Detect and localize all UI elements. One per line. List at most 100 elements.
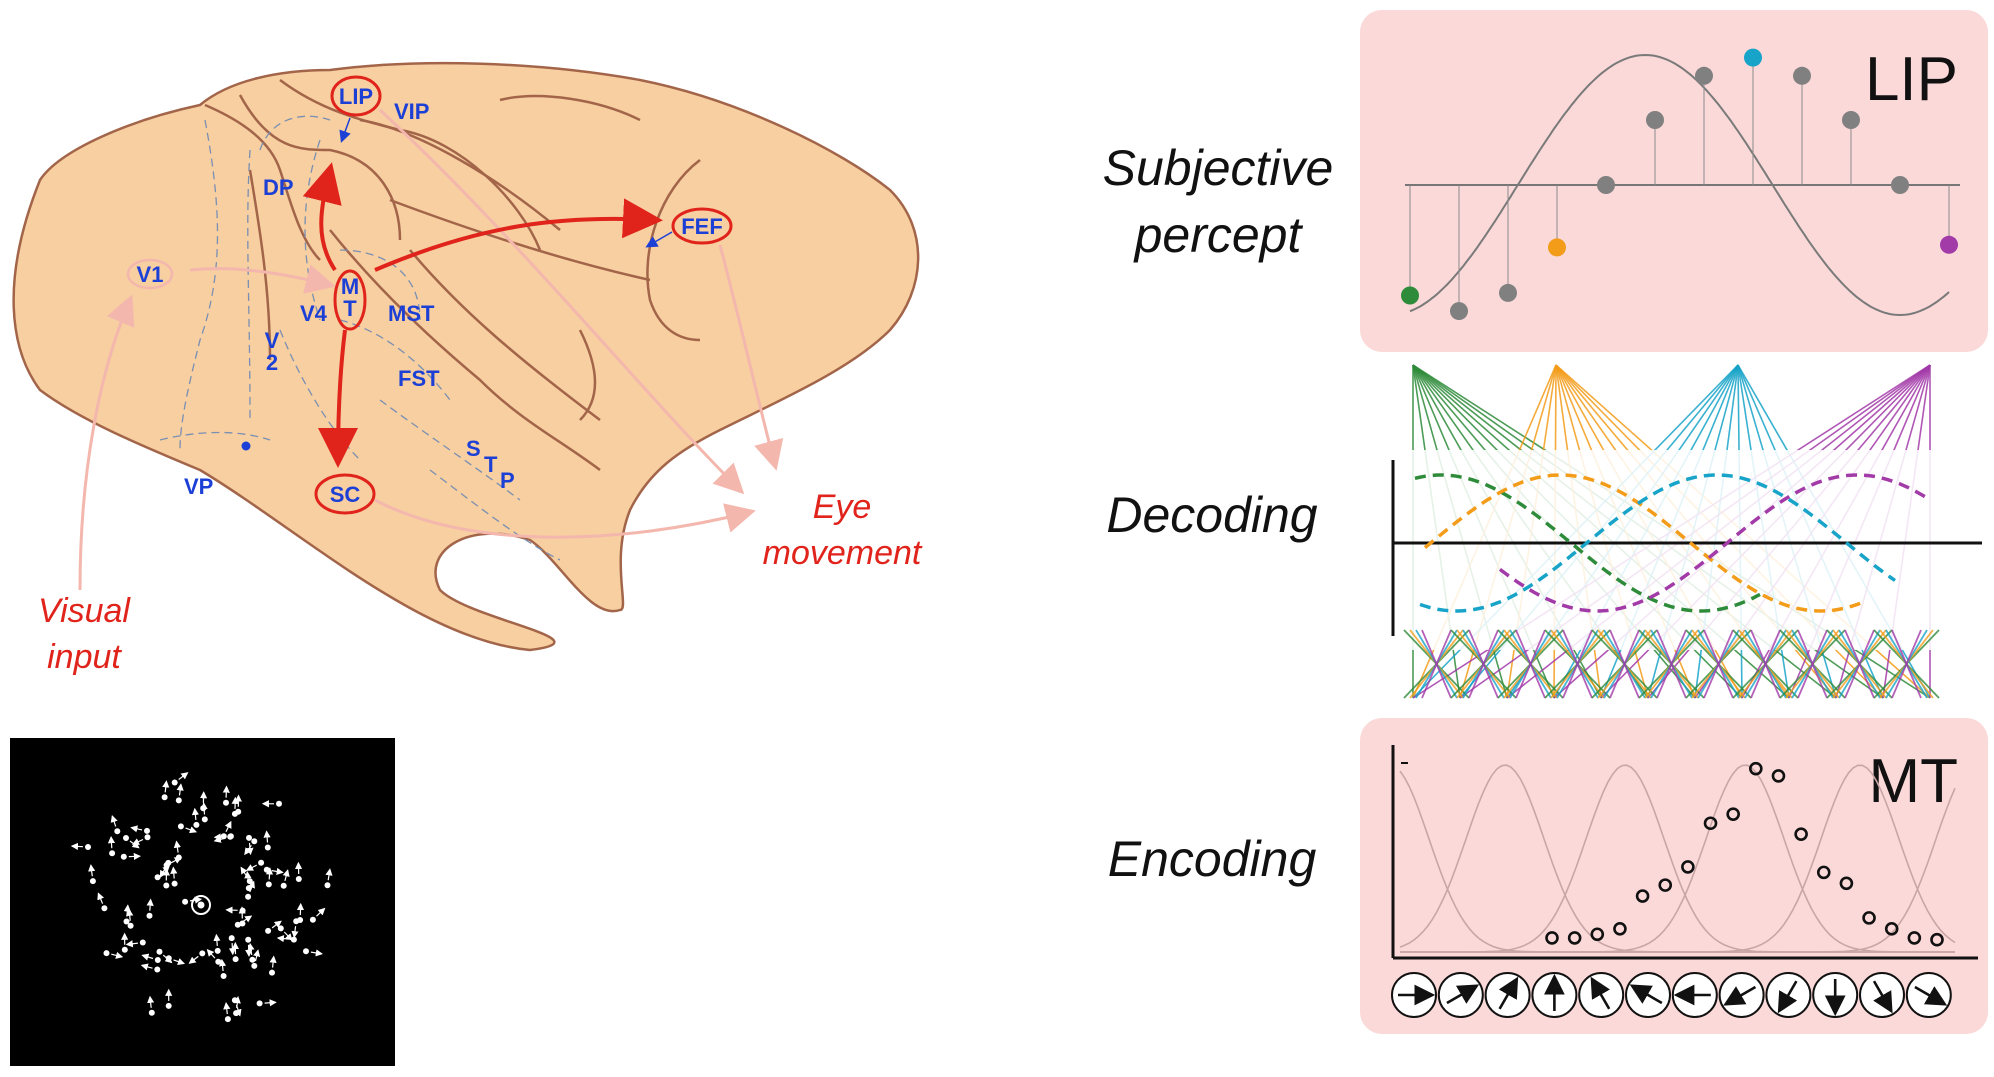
eye-movement-label-line2: movement: [763, 534, 923, 572]
mt-response-point: [1816, 865, 1831, 880]
area-label-v4: V4: [300, 301, 328, 326]
lip-blue-arrow: [339, 117, 351, 143]
dot: [220, 833, 227, 840]
mt-to-lip-arrow: [302, 162, 342, 272]
area-label-dp: DP: [263, 175, 294, 200]
dot: [228, 935, 235, 942]
lip-neuron-point: [1842, 111, 1860, 129]
dot: [114, 828, 121, 835]
decoding-weight-curve: [1423, 473, 1866, 613]
moving-dots: [70, 772, 333, 1023]
lip-panel: [1360, 10, 1988, 352]
dot-motion-arrow: [213, 933, 221, 946]
mt-title: MT: [1868, 747, 1958, 816]
dot: [201, 816, 208, 823]
lip-neuron-point: [1940, 235, 1958, 254]
dot-motion-arrow: [129, 840, 140, 849]
dot: [224, 1016, 231, 1023]
area-label-fst: FST: [398, 366, 440, 391]
dot: [121, 946, 128, 953]
mt-response-point: [1613, 921, 1627, 936]
decoder-zigzag-line: [1515, 629, 1546, 699]
dot: [120, 853, 127, 860]
fixation-ring: [191, 895, 211, 915]
direction-arrow: [1629, 984, 1663, 1005]
dot: [251, 962, 258, 969]
dot-motion-arrow: [176, 783, 184, 796]
direction-arrow: [1723, 985, 1757, 1006]
dot-motion-arrow: [170, 866, 178, 879]
dot: [223, 799, 229, 806]
area-label-mst: MST: [388, 301, 435, 326]
dot-motion-arrow: [223, 1002, 231, 1015]
decoding-weight-curves: [1414, 473, 1931, 613]
mt-tuning-plot: [1399, 761, 1956, 953]
dot-motion-arrow: [125, 940, 138, 948]
dot: [89, 878, 96, 885]
dot: [263, 866, 270, 873]
area-label-fef: FEF: [681, 214, 723, 239]
direction-icons: [1391, 972, 1952, 1018]
decoder-zigzag-line: [1703, 629, 1734, 699]
mt-response-point: [1545, 931, 1559, 945]
mt-to-fef-arrow: [374, 198, 663, 272]
dot-motion-arrow: [190, 896, 203, 904]
lip-neuron-point: [1695, 66, 1713, 85]
dot-motion-arrow: [110, 814, 118, 827]
dot: [235, 808, 242, 815]
dot: [239, 920, 246, 927]
dot: [258, 859, 265, 866]
dot: [277, 925, 284, 932]
dot-motion-arrow: [271, 867, 284, 875]
dot-motion-stimulus: [10, 738, 395, 1066]
area-label-mt-t: T: [343, 296, 357, 321]
subjective-percept-label-line1: Subjective: [1103, 140, 1334, 196]
decoding-weight-curve: [1419, 473, 1897, 613]
dot-motion-arrow: [240, 866, 248, 878]
dot-motion-arrow: [291, 926, 299, 939]
vp-dot: [241, 441, 251, 451]
area-label-sc: SC: [330, 482, 361, 507]
mt-response-point: [1930, 932, 1944, 947]
dot: [251, 838, 258, 845]
lip-oval: [330, 75, 382, 117]
dot-motion-arrow: [246, 842, 254, 856]
dot-motion-arrow: [271, 920, 282, 929]
dot: [146, 912, 153, 919]
dot-motion-arrow: [224, 820, 232, 833]
mt-response-point: [1703, 816, 1718, 831]
dot-motion-arrow: [178, 772, 189, 780]
dot-motion-arrow: [162, 954, 173, 964]
dot: [182, 898, 189, 905]
dot-motion-arrow: [141, 953, 154, 961]
dot-motion-arrow: [188, 955, 199, 964]
dot-motion-arrow: [173, 958, 186, 965]
dot: [214, 947, 221, 954]
lip-activity-curve: [1409, 53, 1950, 317]
fef-to-eye-faint-arrow: [718, 244, 784, 471]
mt-response-point: [1749, 761, 1763, 776]
dot-motion-arrow: [245, 864, 257, 871]
dot-motion-arrow: [111, 951, 124, 959]
dot-motion-arrow: [97, 892, 105, 904]
decoder-zigzag-line: [1656, 629, 1687, 699]
dot: [245, 885, 252, 892]
visual-input-label-line2: input: [47, 638, 122, 676]
subjective-percept-label-line2: percept: [1133, 207, 1304, 263]
dot-motion-arrow: [147, 995, 155, 1008]
dot-motion-arrow: [247, 942, 255, 955]
dot-motion-arrow: [206, 949, 216, 959]
mt-response-point: [1771, 769, 1786, 783]
mt-oval: [333, 269, 367, 331]
dot: [148, 1009, 155, 1016]
area-label-vip: VIP: [394, 99, 429, 124]
brain-diagram: LIP VIP DP FEF V1 M T V4 MST V 2 FST S T…: [12, 61, 923, 676]
v1-oval: [126, 258, 174, 290]
encoding-label: Encoding: [1108, 831, 1317, 887]
decoding-weight-curve: [1498, 473, 1931, 613]
mt-response-point: [1907, 931, 1922, 945]
dot-motion-arrow: [282, 869, 290, 882]
dot: [269, 969, 275, 976]
dot: [265, 927, 272, 934]
area-label-mt-m: M: [341, 274, 359, 299]
